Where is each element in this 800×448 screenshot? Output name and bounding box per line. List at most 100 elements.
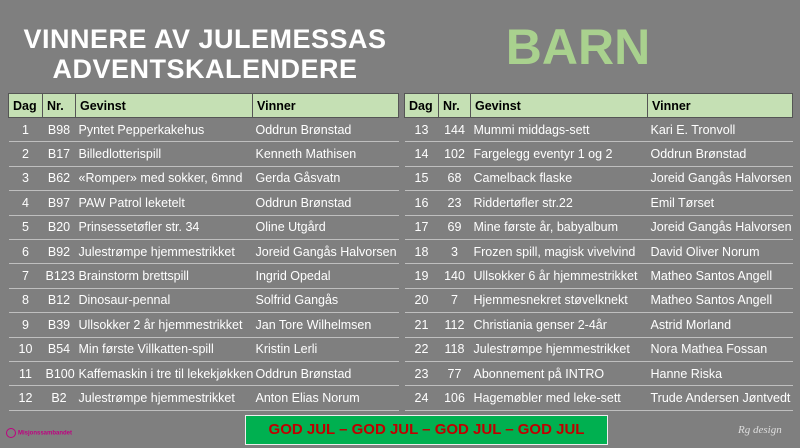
cell: Hanne Riska <box>647 361 793 387</box>
cell: Astrid Morland <box>647 312 793 338</box>
row: 15 68 Camelback flaske Joreid Gangås Halvor… <box>404 166 793 192</box>
cell: 9 <box>8 312 43 338</box>
cell: Julestrømpe hjemmestrikket <box>470 337 648 362</box>
cell: Anton Elias Norum <box>252 385 399 411</box>
cell: Camelback flaske <box>470 166 648 192</box>
row: 13 144 Mummi middags-sett Kari E. Tronvoll <box>404 117 793 143</box>
row: 22 118 Julestrømpe hjemmestrikket Nora Math… <box>404 337 793 362</box>
cell: 18 <box>404 239 439 265</box>
cell: 20 <box>404 288 439 314</box>
cell: Ingrid Opedal <box>252 263 399 289</box>
cell: Gerda Gåsvatn <box>252 166 399 192</box>
column-header: Nr. <box>42 93 76 118</box>
cell: B97 <box>42 190 76 216</box>
cell: Ullsokker 6 år hjemmestrikket <box>470 263 648 289</box>
cell: 69 <box>438 215 471 240</box>
cell: 3 <box>438 239 471 265</box>
column-header: Gevinst <box>470 93 648 118</box>
cell: 8 <box>8 288 43 314</box>
cell: 12 <box>8 385 43 411</box>
cell: Christiania genser 2-4år <box>470 312 648 338</box>
cell: B123 <box>42 263 76 289</box>
cell: Emil Tørset <box>647 190 793 216</box>
cell: 23 <box>404 361 439 387</box>
cell: 14 <box>404 141 439 167</box>
cell: 11 <box>8 361 43 387</box>
column-header: Vinner <box>252 93 399 118</box>
cell: 2 <box>8 141 43 167</box>
row: 16 23 Riddertøfler str.22 Emil Tørset <box>404 190 793 216</box>
cell: 4 <box>8 190 43 216</box>
signature: Rg design <box>738 424 782 436</box>
row: 4 B97 PAW Patrol leketelt Oddrun Brønstad <box>8 190 399 216</box>
cell: 3 <box>8 166 43 192</box>
cell: 15 <box>404 166 439 192</box>
cell: B39 <box>42 312 76 338</box>
cell: Joreid Gangås Halvorsen <box>647 215 793 240</box>
cell: Oddrun Brønstad <box>252 190 399 216</box>
row: 8 B12 Dinosaur-pennal Solfrid Gangås <box>8 288 399 314</box>
cell: B62 <box>42 166 76 192</box>
cell: 112 <box>438 312 471 338</box>
row: 24 106 Hagemøbler med leke-sett Trude Ander… <box>404 385 793 411</box>
column-header: Dag <box>8 93 43 118</box>
cell: B12 <box>42 288 76 314</box>
cell: B54 <box>42 337 76 362</box>
row: 10 B54 Min første Villkatten-spill Kristin … <box>8 337 399 362</box>
winners-table: Dag Nr. Gevinst Vinner 13 144 Mummi middags-se… <box>404 93 793 411</box>
row: 7 B123 Brainstorm brettspill Ingrid Opedal <box>8 263 399 289</box>
cell: Dinosaur-pennal <box>75 288 253 314</box>
cell: Hagemøbler med leke-sett <box>470 385 648 411</box>
row: 11 B100 Kaffemaskin i tre til lekekjøkken O… <box>8 361 399 387</box>
cell: 19 <box>404 263 439 289</box>
cell: Trude Andersen Jøntvedt <box>647 385 793 411</box>
winners-table: Dag Nr. Gevinst Vinner 1 B98 Pyntet Pepperkake… <box>8 93 399 411</box>
cell: Oddrun Brønstad <box>252 117 399 143</box>
title: VINNERE AV JULEMESSAS <box>23 24 387 54</box>
cell: Hjemmesnekret støvelknekt <box>470 288 648 314</box>
cell: 22 <box>404 337 439 362</box>
row: 18 3 Frozen spill, magisk vivelvind David O… <box>404 239 793 265</box>
cell: Kaffemaskin i tre til lekekjøkken <box>75 361 253 387</box>
cell: Kenneth Mathisen <box>252 141 399 167</box>
row: 3 B62 «Romper» med sokker, 6mnd Gerda Gåsva… <box>8 166 399 192</box>
cell: Fargelegg eventyr 1 og 2 <box>470 141 648 167</box>
cell: B100 <box>42 361 76 387</box>
row: 17 69 Mine første år, babyalbum Joreid Gang… <box>404 215 793 240</box>
logo: Misjonssambandet <box>6 428 72 438</box>
row: 21 112 Christiania genser 2-4år Astrid Morl… <box>404 312 793 338</box>
cell: «Romper» med sokker, 6mnd <box>75 166 253 192</box>
cell: Joreid Gangås Halvorsen <box>252 239 399 265</box>
cell: Kristin Lerli <box>252 337 399 362</box>
cell: 24 <box>404 385 439 411</box>
cell: Mine første år, babyalbum <box>470 215 648 240</box>
cell: PAW Patrol leketelt <box>75 190 253 216</box>
cell: 106 <box>438 385 471 411</box>
cell: Julestrømpe hjemmestrikket <box>75 385 253 411</box>
cell: 118 <box>438 337 471 362</box>
row: 1 B98 Pyntet Pepperkakehus Oddrun Brønstad <box>8 117 399 143</box>
cell: Billedlotterispill <box>75 141 253 167</box>
cell: B98 <box>42 117 76 143</box>
cell: Kari E. Tronvoll <box>647 117 793 143</box>
cell: 102 <box>438 141 471 167</box>
row: 5 B20 Prinsessetøfler str. 34 Oline Utgård <box>8 215 399 240</box>
row: 9 B39 Ullsokker 2 år hjemmestrikket Jan Tor… <box>8 312 399 338</box>
cell: B20 <box>42 215 76 240</box>
row: 2 B17 Billedlotterispill Kenneth Mathisen <box>8 141 399 167</box>
cell: 23 <box>438 190 471 216</box>
cell: 16 <box>404 190 439 216</box>
cell: Riddertøfler str.22 <box>470 190 648 216</box>
cell: 13 <box>404 117 439 143</box>
cell: Frozen spill, magisk vivelvind <box>470 239 648 265</box>
row: 23 77 Abonnement på INTRO Hanne Riska <box>404 361 793 387</box>
cell: Oddrun Brønstad <box>252 361 399 387</box>
cell: Ullsokker 2 år hjemmestrikket <box>75 312 253 338</box>
title: ADVENTSKALENDERE <box>52 54 358 84</box>
row: 6 B92 Julestrømpe hjemmestrikket Joreid Gan… <box>8 239 399 265</box>
column-header: Nr. <box>438 93 471 118</box>
cell: Jan Tore Wilhelmsen <box>252 312 399 338</box>
cell: 1 <box>8 117 43 143</box>
row: 14 102 Fargelegg eventyr 1 og 2 Oddrun Brøn… <box>404 141 793 167</box>
column-header: Vinner <box>647 93 793 118</box>
